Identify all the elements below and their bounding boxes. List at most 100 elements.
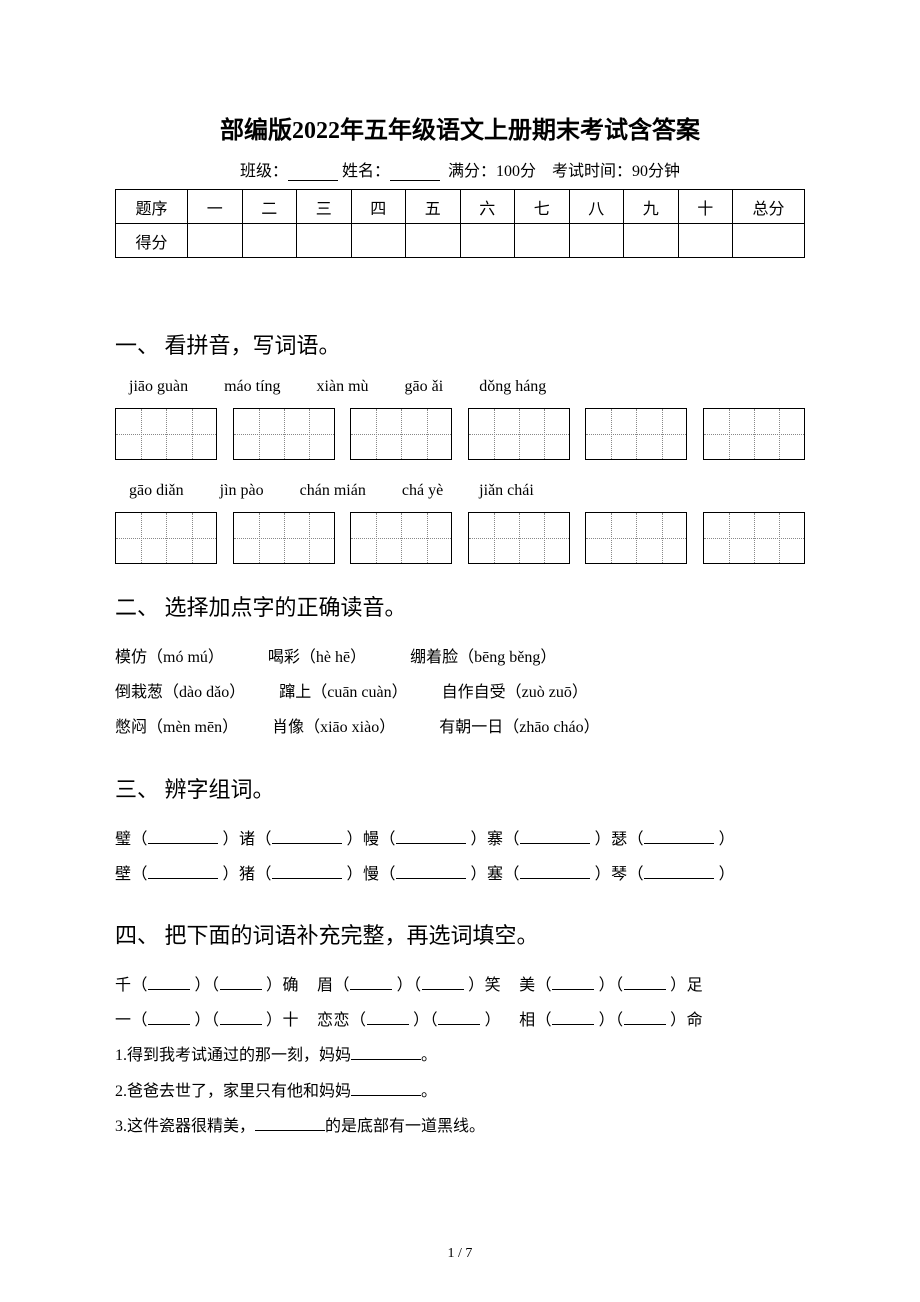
blank[interactable] — [148, 863, 218, 879]
table-row: 得分 — [116, 224, 805, 258]
th: 八 — [569, 190, 624, 224]
blank[interactable] — [396, 828, 466, 844]
score-cell[interactable] — [733, 224, 805, 258]
t: ）（ — [195, 1012, 220, 1029]
blank[interactable] — [396, 863, 466, 879]
char-boxes-row — [115, 512, 805, 564]
blank[interactable] — [148, 828, 218, 844]
t: 千（ — [115, 977, 148, 994]
name-blank[interactable] — [390, 165, 440, 181]
score-cell[interactable] — [297, 224, 352, 258]
blank[interactable] — [624, 974, 666, 990]
blank[interactable] — [272, 828, 342, 844]
q4-sentence: 2.爸爸去世了，家里只有他和妈妈。 — [115, 1074, 805, 1109]
char-box[interactable] — [233, 512, 335, 564]
t: ）确 — [266, 977, 299, 994]
blank[interactable] — [422, 974, 464, 990]
blank[interactable] — [148, 1009, 190, 1025]
blank[interactable] — [220, 1009, 262, 1025]
t: ）琴（ — [595, 866, 645, 883]
char-box[interactable] — [115, 512, 217, 564]
blank[interactable] — [624, 1009, 666, 1025]
td-label: 得分 — [116, 224, 188, 258]
th: 十 — [678, 190, 733, 224]
blank[interactable] — [255, 1115, 325, 1131]
meta-row: 班级： 姓名： 满分：100分 考试时间：90分钟 — [115, 157, 805, 181]
pinyin: máo tíng — [224, 378, 280, 396]
t: 1.得到我考试通过的那一刻，妈妈 — [115, 1047, 351, 1064]
blank[interactable] — [552, 1009, 594, 1025]
q4-line: 千（ ）（ ）确 眉（ ）（ ）笑 美（ ）（ ）足 — [115, 968, 805, 1003]
char-boxes-row — [115, 408, 805, 460]
exam-time: 考试时间：90分钟 — [552, 163, 680, 180]
t: 的是底部有一道黑线。 — [325, 1118, 485, 1135]
blank[interactable] — [350, 974, 392, 990]
t: 眉（ — [317, 977, 350, 994]
score-cell[interactable] — [242, 224, 297, 258]
pinyin-row: jiāo guàn máo tíng xiàn mù gāo ǎi dǒng h… — [129, 378, 805, 396]
blank[interactable] — [552, 974, 594, 990]
th: 四 — [351, 190, 406, 224]
q4-sentence: 3.这件瓷器很精美， 的是底部有一道黑线。 — [115, 1109, 805, 1144]
blank[interactable] — [148, 974, 190, 990]
t: 。 — [421, 1047, 437, 1064]
t: 美（ — [519, 977, 552, 994]
t: 壁（ — [115, 866, 148, 883]
th: 六 — [460, 190, 515, 224]
score-cell[interactable] — [351, 224, 406, 258]
blank[interactable] — [644, 863, 714, 879]
t: ）瑟（ — [595, 831, 645, 848]
blank[interactable] — [520, 863, 590, 879]
char-box[interactable] — [585, 408, 687, 460]
blank[interactable] — [520, 828, 590, 844]
class-label: 班级： — [240, 163, 288, 180]
blank[interactable] — [351, 1080, 421, 1096]
score-table: 题序 一 二 三 四 五 六 七 八 九 十 总分 得分 — [115, 189, 805, 258]
score-cell[interactable] — [188, 224, 243, 258]
q1-heading: 一、 看拼音，写词语。 — [115, 328, 805, 360]
q3-heading: 三、 辨字组词。 — [115, 772, 805, 804]
char-box[interactable] — [350, 408, 452, 460]
t: 璧（ — [115, 831, 148, 848]
page-number: 1 / 7 — [0, 1246, 920, 1262]
blank[interactable] — [367, 1009, 409, 1025]
q3-line: 璧（ ）诸（ ）幔（ ）寨（ ）瑟（ ） — [115, 822, 805, 857]
char-box[interactable] — [468, 408, 570, 460]
t: ）足 — [670, 977, 703, 994]
char-box[interactable] — [350, 512, 452, 564]
t: ）猪（ — [223, 866, 273, 883]
blank[interactable] — [351, 1044, 421, 1060]
q2-item: 憋闷（mèn mēn） — [115, 719, 238, 736]
q2-item: 绷着脸（bēng běng） — [410, 649, 556, 666]
t: ）（ — [397, 977, 422, 994]
q4-sentence: 1.得到我考试通过的那一刻，妈妈 。 — [115, 1038, 805, 1073]
char-box[interactable] — [703, 512, 805, 564]
char-box[interactable] — [115, 408, 217, 460]
char-box[interactable] — [703, 408, 805, 460]
q2-item: 喝彩（hè hē） — [268, 649, 366, 666]
t: 3.这件瓷器很精美， — [115, 1118, 255, 1135]
t: ）幔（ — [347, 831, 397, 848]
q2-item: 倒栽葱（dào dǎo） — [115, 684, 245, 701]
score-cell[interactable] — [460, 224, 515, 258]
blank[interactable] — [644, 828, 714, 844]
t: ） — [719, 866, 736, 883]
q2-item: 模仿（mó mú） — [115, 649, 224, 666]
char-box[interactable] — [585, 512, 687, 564]
q2-item: 蹿上（cuān cuàn） — [279, 684, 407, 701]
score-cell[interactable] — [515, 224, 570, 258]
blank[interactable] — [220, 974, 262, 990]
t: 2.爸爸去世了，家里只有他和妈妈 — [115, 1083, 351, 1100]
score-cell[interactable] — [624, 224, 679, 258]
pinyin: jiǎn chái — [479, 482, 534, 500]
score-cell[interactable] — [678, 224, 733, 258]
score-cell[interactable] — [406, 224, 461, 258]
class-blank[interactable] — [288, 165, 338, 181]
score-cell[interactable] — [569, 224, 624, 258]
char-box[interactable] — [468, 512, 570, 564]
blank[interactable] — [438, 1009, 480, 1025]
name-label: 姓名： — [342, 163, 390, 180]
blank[interactable] — [272, 863, 342, 879]
char-box[interactable] — [233, 408, 335, 460]
t: ） — [719, 831, 736, 848]
